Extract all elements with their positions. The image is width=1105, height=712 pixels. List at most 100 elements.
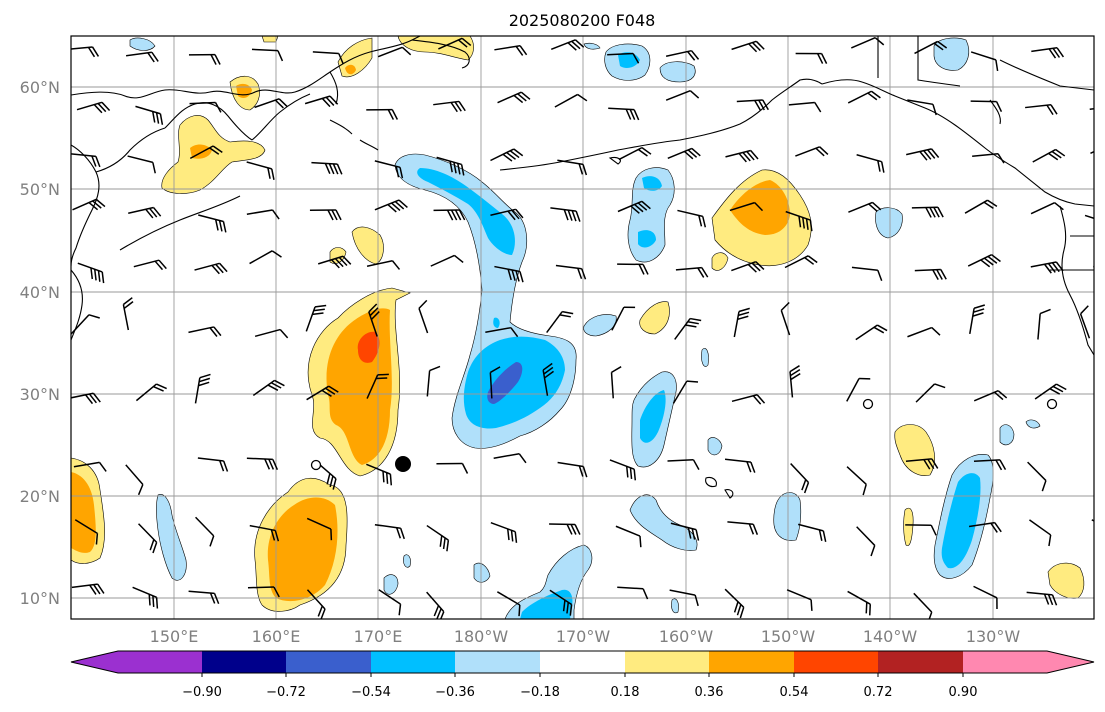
wind-barb xyxy=(306,589,326,619)
wind-barb xyxy=(557,461,588,478)
wind-barb xyxy=(848,201,882,213)
wind-barb xyxy=(122,297,134,331)
wind-barb xyxy=(907,326,941,338)
wind-barb xyxy=(125,51,159,63)
open-circle-marker xyxy=(310,459,322,471)
wind-barb xyxy=(251,48,284,62)
wind-barb xyxy=(609,459,637,481)
wind-barb xyxy=(970,100,1003,113)
wind-barb xyxy=(1079,305,1091,339)
wind-barb xyxy=(618,146,652,161)
wind-barb xyxy=(724,588,745,619)
wind-barb xyxy=(433,209,466,221)
wind-barb xyxy=(1034,383,1067,400)
wind-barb xyxy=(724,458,756,473)
colorbar-tick-label: −0.90 xyxy=(182,685,222,700)
wind-barb xyxy=(731,261,765,273)
wind-barb xyxy=(973,389,1008,402)
lon-label: 160°E xyxy=(252,627,301,646)
wind-barb xyxy=(430,254,464,267)
wind-barb xyxy=(1032,148,1066,163)
wind-barb xyxy=(733,307,750,338)
wind-barb xyxy=(1029,519,1052,547)
wind-barb xyxy=(254,328,289,339)
wind-barb xyxy=(494,265,524,283)
wind-barb xyxy=(125,464,144,496)
wind-barb xyxy=(973,585,998,609)
colorbar-tick-label: −0.54 xyxy=(351,685,391,700)
lon-label: 170°W xyxy=(556,627,611,646)
wind-barb xyxy=(493,453,527,464)
wind-barb xyxy=(426,365,441,397)
wind-barb xyxy=(669,589,699,607)
wind-barb xyxy=(795,52,828,64)
wind-barb xyxy=(366,259,401,270)
station-markers xyxy=(310,398,1058,472)
wind-barb xyxy=(418,299,429,334)
colorbar-segment xyxy=(202,651,286,673)
open-circle-marker xyxy=(862,398,874,410)
wind-barb xyxy=(667,459,700,470)
wind-barb xyxy=(911,206,944,218)
wind-barb xyxy=(907,99,937,116)
wind-barb xyxy=(970,51,999,72)
wind-barb xyxy=(784,255,818,269)
colorbar-tick-label: 0.54 xyxy=(780,685,809,700)
wind-barb xyxy=(374,199,408,213)
wind-barb xyxy=(608,107,640,121)
wind-barb xyxy=(727,521,759,535)
wind-barb xyxy=(1025,104,1058,116)
wind-barb xyxy=(914,40,948,55)
wind-barb xyxy=(549,589,573,616)
wind-barb xyxy=(789,365,801,398)
wind-barb xyxy=(780,301,791,336)
coastlines xyxy=(71,36,1094,499)
map-panel xyxy=(70,35,1095,620)
wind-barb xyxy=(550,39,585,51)
wind-barb xyxy=(1026,591,1058,606)
lat-label: 30°N xyxy=(20,385,60,404)
wind-barb xyxy=(132,586,159,609)
wind-barb xyxy=(489,366,501,399)
wind-barb xyxy=(851,36,885,49)
colorbar-segment xyxy=(625,651,709,673)
wind-barb xyxy=(555,264,587,280)
wind-barb xyxy=(1084,214,1094,225)
wind-barb xyxy=(304,95,339,108)
wind-barb xyxy=(195,516,215,547)
latitude-labels: 60°N 50°N 40°N 30°N 20°N 10°N xyxy=(20,78,60,608)
wind-barb xyxy=(490,148,524,162)
colorbar-tick-label: 0.72 xyxy=(864,685,893,700)
wind-barb xyxy=(617,200,651,214)
colorbar-segment xyxy=(878,651,963,673)
wind-barb xyxy=(1030,202,1064,215)
wind-barb xyxy=(368,303,380,337)
wind-barb xyxy=(194,262,228,275)
wind-barb xyxy=(494,44,528,56)
wind-barb xyxy=(188,326,222,337)
wind-barb xyxy=(77,262,105,284)
wind-barb xyxy=(964,199,998,214)
wind-barb xyxy=(490,521,518,543)
wind-barb xyxy=(557,159,588,176)
wind-barb xyxy=(736,99,769,111)
lat-label: 40°N xyxy=(20,283,60,302)
wind-barb xyxy=(675,266,709,278)
wind-barb xyxy=(312,51,344,65)
wind-barb xyxy=(846,466,867,496)
wind-barb xyxy=(366,373,389,399)
wind-barb xyxy=(72,198,106,211)
wind-barb xyxy=(138,523,158,554)
wind-barb xyxy=(188,53,221,65)
colorbar-tick-label: 0.36 xyxy=(695,685,724,700)
wind-barb xyxy=(378,589,402,616)
colorbar-segment xyxy=(963,651,1094,673)
colorbar xyxy=(70,650,1095,677)
wind-barb xyxy=(731,40,765,53)
wind-barb xyxy=(252,379,285,397)
wind-barb xyxy=(127,155,156,174)
wind-barb xyxy=(490,208,524,221)
wind-barb xyxy=(856,526,876,557)
lon-label: 140°W xyxy=(863,627,918,646)
